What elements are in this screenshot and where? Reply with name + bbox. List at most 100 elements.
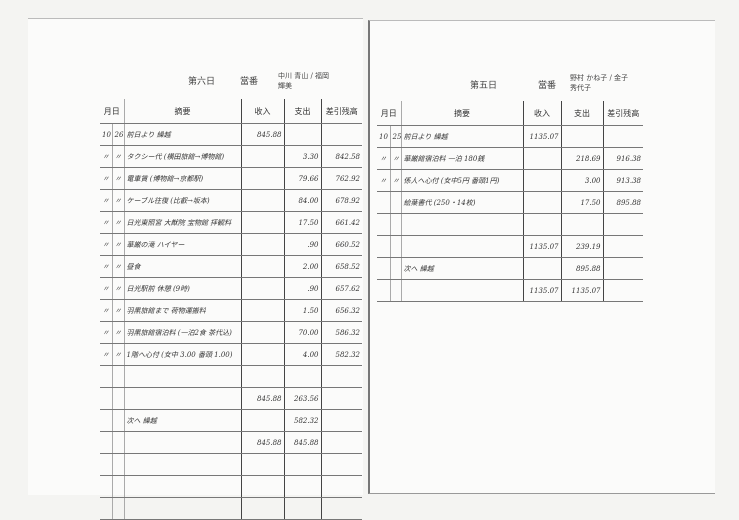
month-cell [100, 475, 113, 498]
description-cell: 羽黒旅館まで 荷物運搬料 [123, 299, 242, 322]
ledger-table: 月日 摘要 收入 支出 差引残高 10 25 前日より 繰越 1135.07 〃〃華厳館… [377, 101, 643, 302]
balance-cell: 842.58 [321, 145, 362, 168]
balance-cell [321, 387, 362, 410]
ledger-row [100, 453, 362, 476]
duty-label: 當番 [538, 81, 557, 91]
day-cell [112, 453, 125, 476]
balance-cell: 895.88 [603, 191, 643, 214]
expense-cell: 582.32 [284, 409, 322, 432]
day-title: 第六日 [188, 77, 216, 87]
ledger-row: 〃〃タクシー代 (横田旅館→博物館) 3.30 842.58 [100, 145, 362, 168]
month-cell [100, 431, 113, 454]
description-cell: 電車賃 (博物館→京都駅) [123, 167, 242, 190]
day-cell: 〃 [390, 169, 402, 192]
balance-cell [321, 453, 362, 476]
month-cell: 10 [100, 123, 113, 146]
ledger-row: 〃〃電車賃 (博物館→京都駅) 79.66 762.92 [100, 167, 362, 190]
description-cell: ケーブル往復 (比叡→坂本) [123, 189, 242, 212]
month-cell: 〃 [100, 167, 113, 190]
income-cell: 845.88 [241, 123, 285, 146]
description-cell: 日光駅前 休憩 (9時) [123, 277, 242, 300]
expense-cell: .90 [284, 233, 322, 256]
day-cell [390, 191, 402, 214]
ledger-row: 〃〃ケーブル往復 (比叡→坂本) 84.00 678.92 [100, 189, 362, 212]
header-month-day: 月日 [377, 101, 402, 126]
day-cell: 25 [390, 125, 402, 148]
income-cell [523, 191, 562, 214]
income-cell [241, 497, 285, 520]
ledger-row: 1135.07 239.19 [377, 235, 643, 258]
description-cell: 前日より 繰越 [400, 125, 524, 148]
description-cell [123, 365, 242, 388]
duty-label: 當番 [240, 77, 259, 87]
description-cell [123, 475, 242, 498]
expense-cell: 2.00 [284, 255, 322, 278]
ledger-row: 10 25 前日より 繰越 1135.07 [377, 125, 643, 148]
ledger-row: 〃〃華厳館宿泊料 一泊 180銭 218.69 916.38 [377, 147, 643, 170]
description-cell: 昼食 [123, 255, 242, 278]
income-cell: 1135.07 [523, 235, 562, 258]
day-cell [112, 387, 125, 410]
balance-cell [321, 431, 362, 454]
month-cell [377, 213, 391, 236]
description-cell [400, 279, 524, 302]
duty-names: 中川 青山 / 福岡 輝美 [278, 72, 330, 90]
header-balance: 差引残高 [321, 99, 362, 124]
description-cell: 前日より 繰越 [123, 123, 242, 146]
day-cell: 〃 [112, 343, 125, 366]
balance-cell: 678.92 [321, 189, 362, 212]
day-cell [390, 279, 402, 302]
description-cell: 華厳の滝 ハイヤー [123, 233, 242, 256]
description-cell [123, 453, 242, 476]
balance-cell [321, 365, 362, 388]
balance-cell: 656.32 [321, 299, 362, 322]
expense-cell: 4.00 [284, 343, 322, 366]
month-cell: 〃 [100, 145, 113, 168]
day-cell [112, 409, 125, 432]
month-cell [100, 497, 113, 520]
description-cell: 係人へ心付 (女中5円 番頭1円) [400, 169, 524, 192]
ledger-row: 1135.07 1135.07 [377, 279, 643, 302]
ledger-row: 〃〃 1階へ心付 (女中 3.00 番頭 1.00) 4.00 582.32 [100, 343, 362, 366]
day-cell [112, 431, 125, 454]
balance-cell: 762.92 [321, 167, 362, 190]
balance-cell [603, 257, 643, 280]
month-cell [377, 191, 391, 214]
description-cell: タクシー代 (横田旅館→博物館) [123, 145, 242, 168]
month-cell: 〃 [100, 211, 113, 234]
income-cell [241, 145, 285, 168]
duty-names: 野村 かね子 / 金子 秀代子 [570, 74, 629, 92]
income-cell [241, 233, 285, 256]
ledger-table: 月日 摘要 收入 支出 差引残高 10 26 前日より 繰越 845.88 〃〃タクシー… [100, 99, 362, 520]
ledger-row [100, 497, 362, 520]
header-description: 摘要 [400, 101, 524, 126]
day-cell: 〃 [112, 145, 125, 168]
month-cell: 〃 [100, 343, 113, 366]
description-cell: 羽黒旅館宿泊料 (一泊2食 茶代込) [123, 321, 242, 344]
month-cell: 〃 [100, 277, 113, 300]
month-cell: 〃 [377, 147, 391, 170]
expense-cell: 3.30 [284, 145, 322, 168]
expense-cell: 79.66 [284, 167, 322, 190]
income-cell [241, 167, 285, 190]
header-month-day: 月日 [100, 99, 125, 124]
income-cell [241, 453, 285, 476]
day-cell: 〃 [112, 277, 125, 300]
day-cell: 〃 [112, 167, 125, 190]
description-cell: 絵葉書代 (250・14枚) [400, 191, 524, 214]
expense-cell: 3.00 [561, 169, 604, 192]
header-expense: 支出 [284, 99, 322, 124]
day-cell: 〃 [112, 233, 125, 256]
income-cell [241, 299, 285, 322]
balance-cell: 582.32 [321, 343, 362, 366]
ledger-row [377, 213, 643, 236]
balance-cell [603, 235, 643, 258]
day-cell [112, 497, 125, 520]
income-cell: 845.88 [241, 387, 285, 410]
day-title: 第五日 [470, 81, 498, 91]
expense-cell: 263.56 [284, 387, 322, 410]
expense-cell: .90 [284, 277, 322, 300]
ledger-row: 次へ 繰越 895.88 [377, 257, 643, 280]
month-cell: 〃 [100, 189, 113, 212]
ledger-row: 〃〃昼食 2.00 658.52 [100, 255, 362, 278]
